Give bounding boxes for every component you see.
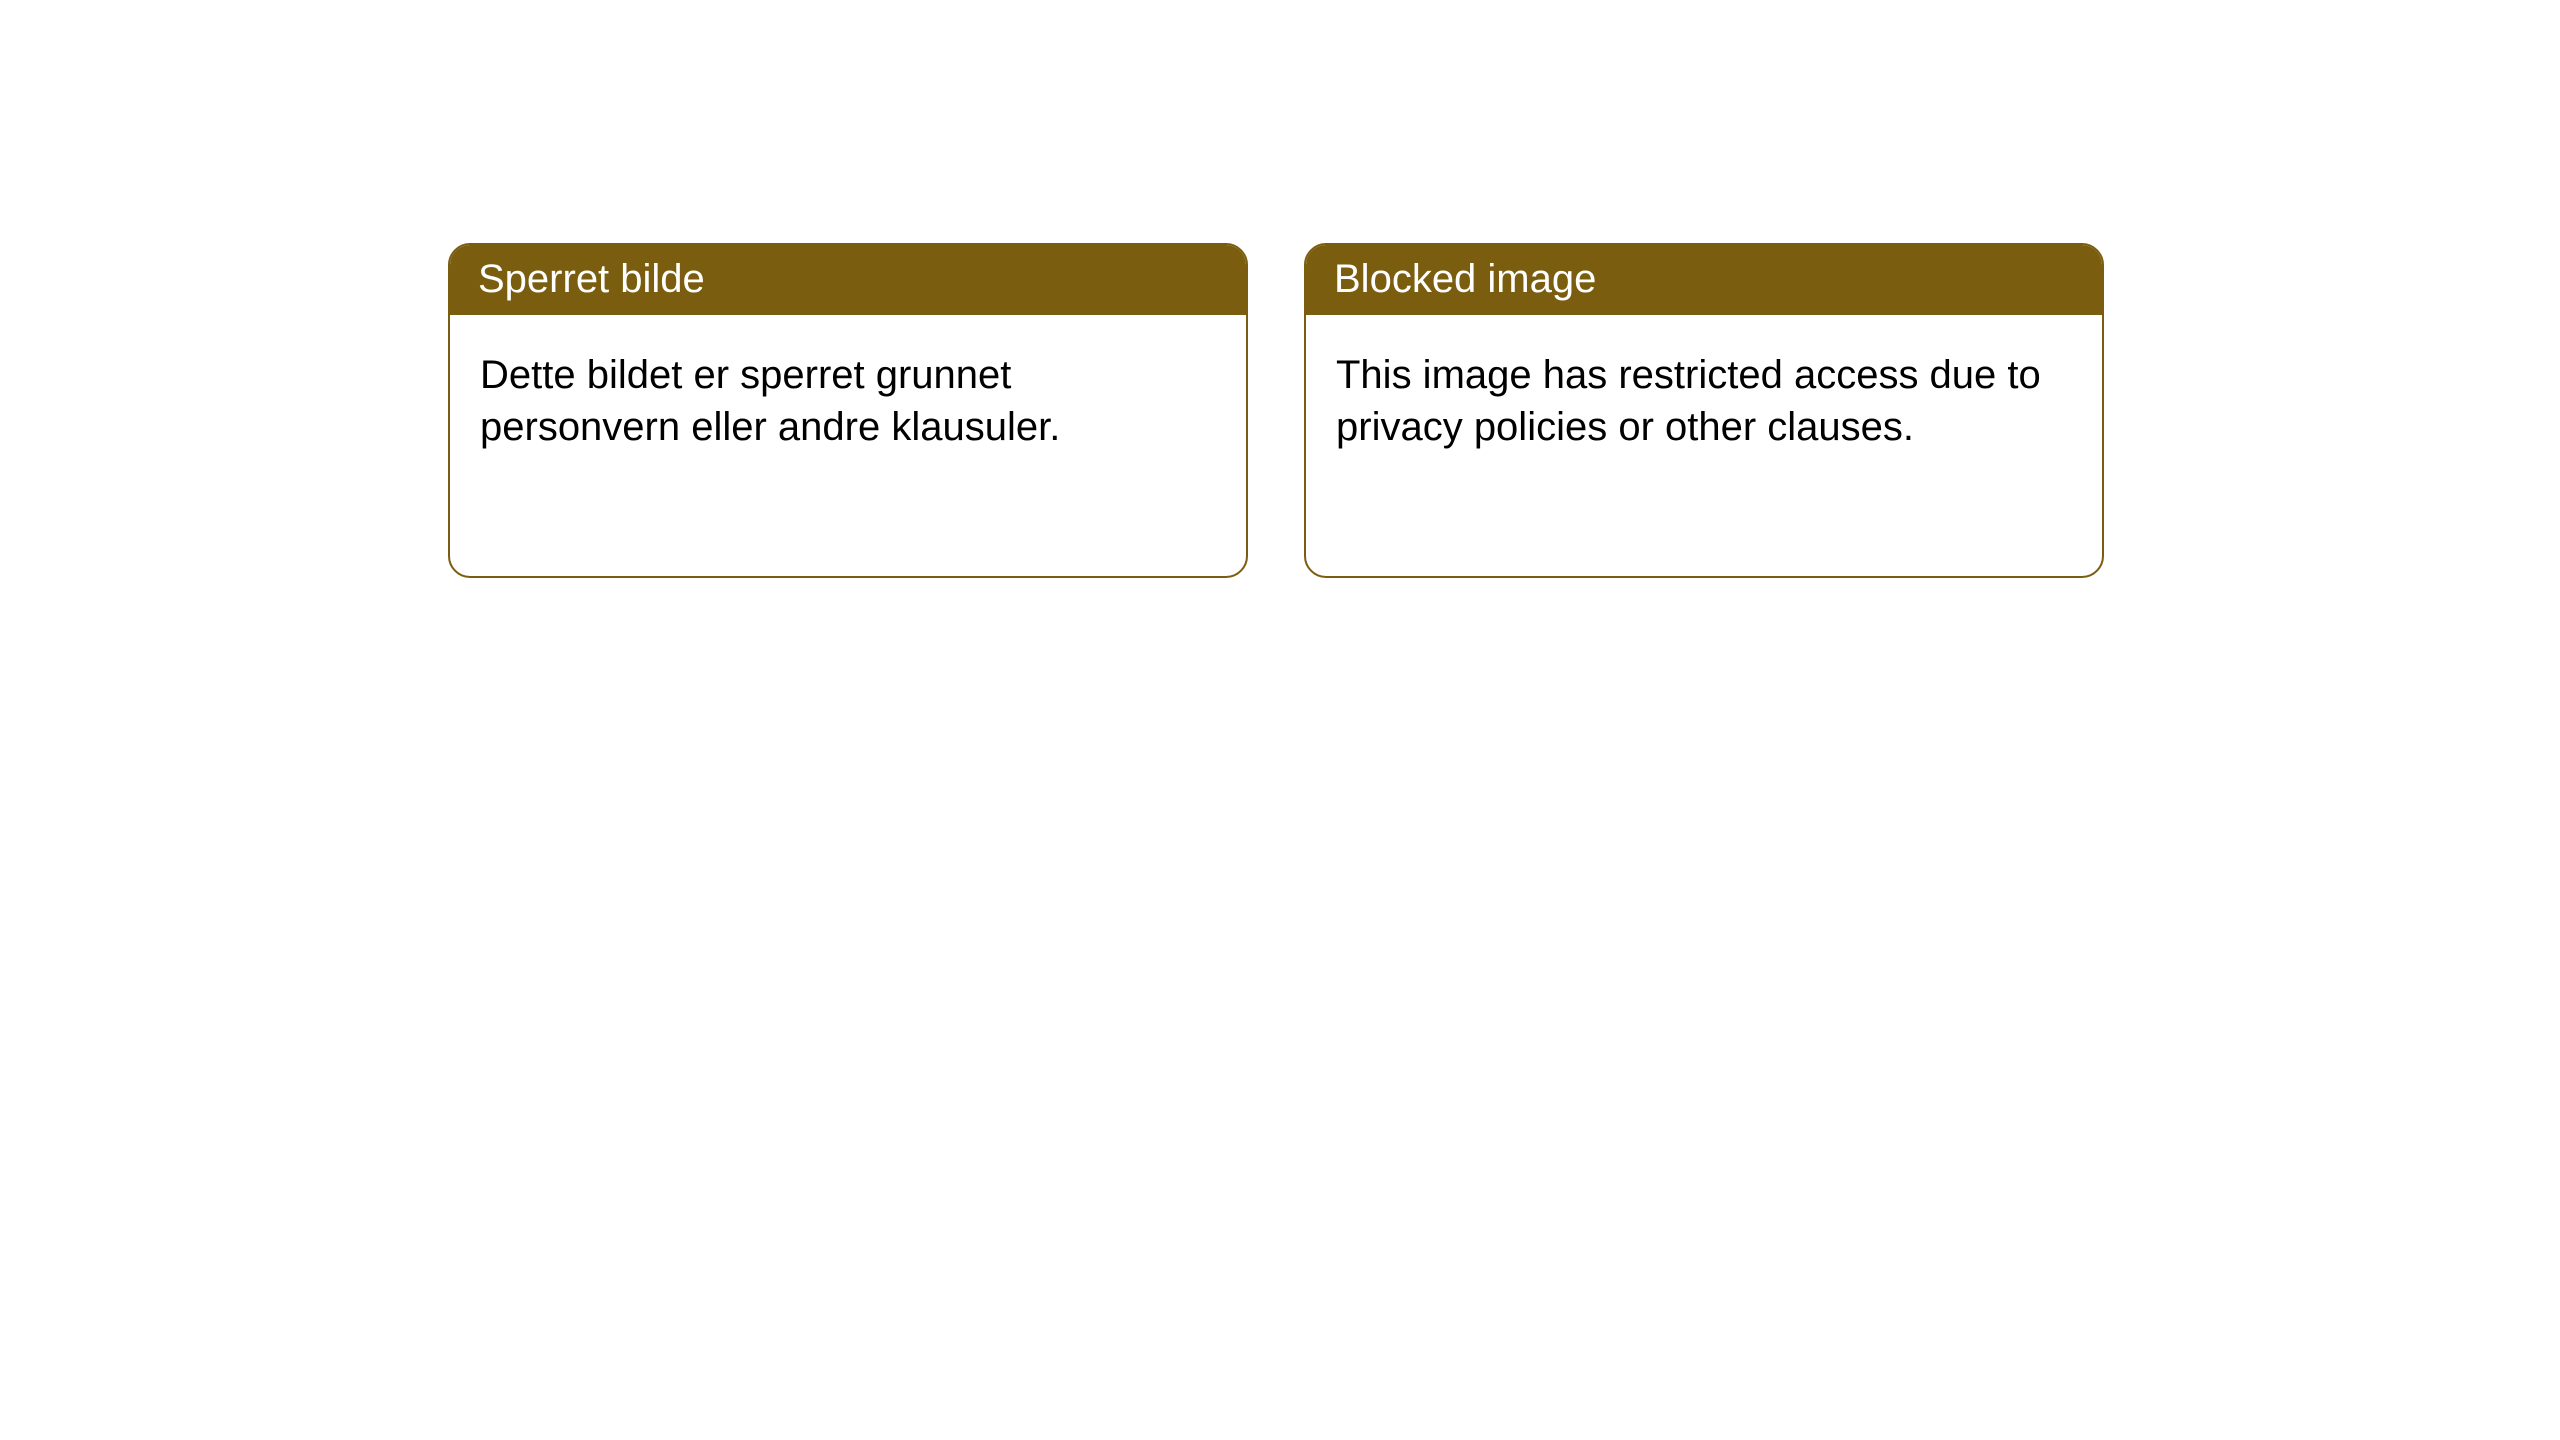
blocked-image-card-en: Blocked image This image has restricted … [1304,243,2104,578]
card-title: Sperret bilde [478,257,705,301]
notice-cards-container: Sperret bilde Dette bildet er sperret gr… [448,243,2104,578]
card-header: Blocked image [1306,245,2102,315]
card-body: Dette bildet er sperret grunnet personve… [450,315,1246,487]
blocked-image-card-no: Sperret bilde Dette bildet er sperret gr… [448,243,1248,578]
card-body: This image has restricted access due to … [1306,315,2102,487]
card-body-text: Dette bildet er sperret grunnet personve… [480,353,1060,449]
card-title: Blocked image [1334,257,1596,301]
card-body-text: This image has restricted access due to … [1336,353,2041,449]
card-header: Sperret bilde [450,245,1246,315]
